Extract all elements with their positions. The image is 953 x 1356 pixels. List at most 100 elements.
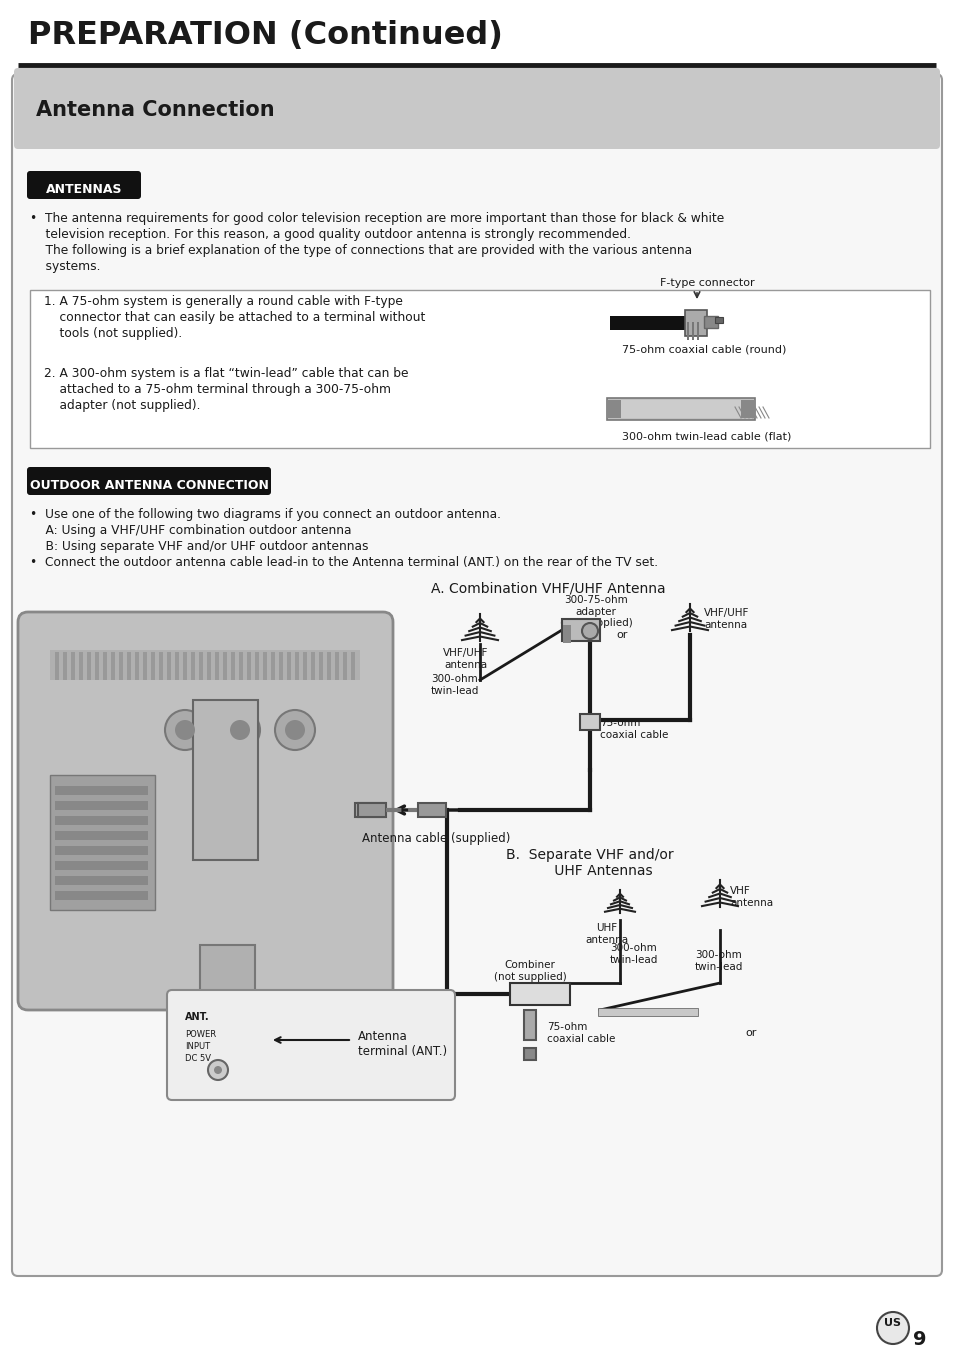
Bar	[609, 316, 684, 330]
Text: B: Using separate VHF and/or UHF outdoor antennas: B: Using separate VHF and/or UHF outdoor…	[30, 540, 368, 553]
Bar	[263, 652, 267, 679]
Bar	[351, 652, 355, 679]
Bar	[79, 652, 83, 679]
Bar	[50, 776, 154, 910]
Text: The following is a brief explanation of the type of connections that are provide: The following is a brief explanation of …	[30, 244, 691, 258]
Text: 300-ohm
twin-lead: 300-ohm twin-lead	[695, 951, 742, 972]
Text: A: Using a VHF/UHF combination outdoor antenna: A: Using a VHF/UHF combination outdoor a…	[30, 523, 351, 537]
Bar	[740, 400, 754, 418]
Bar	[343, 652, 347, 679]
Bar	[103, 652, 107, 679]
Bar	[55, 831, 148, 839]
Bar	[598, 1008, 698, 1016]
Text: or: or	[744, 1028, 756, 1037]
FancyBboxPatch shape	[18, 612, 393, 1010]
Bar	[199, 652, 203, 679]
Bar	[159, 652, 163, 679]
Bar	[510, 983, 569, 1005]
Bar	[579, 715, 599, 730]
Bar	[55, 891, 148, 900]
Circle shape	[285, 720, 305, 740]
Text: 75-ohm coaxial cable (round): 75-ohm coaxial cable (round)	[621, 344, 785, 355]
Bar	[714, 317, 722, 323]
Bar	[95, 652, 99, 679]
Text: 300-ohm twin-lead cable (flat): 300-ohm twin-lead cable (flat)	[621, 433, 791, 442]
Text: F-type connector: F-type connector	[659, 278, 754, 287]
Bar	[55, 846, 148, 856]
Bar	[287, 652, 291, 679]
Bar	[207, 652, 211, 679]
Text: •  Use one of the following two diagrams if you connect an outdoor antenna.: • Use one of the following two diagrams …	[30, 508, 500, 521]
Text: systems.: systems.	[30, 260, 100, 273]
Text: tools (not supplied).: tools (not supplied).	[44, 327, 182, 340]
Bar	[55, 861, 148, 871]
Bar	[311, 652, 314, 679]
Bar	[87, 652, 91, 679]
Text: Combiner
(not supplied): Combiner (not supplied)	[493, 960, 566, 982]
FancyBboxPatch shape	[27, 466, 271, 495]
Text: UHF
antenna: UHF antenna	[585, 923, 628, 945]
Bar	[127, 652, 131, 679]
Text: ANTENNAS: ANTENNAS	[46, 183, 122, 197]
Circle shape	[174, 720, 194, 740]
Text: 75-ohm
coaxial cable: 75-ohm coaxial cable	[599, 717, 668, 739]
Bar	[417, 803, 446, 818]
Bar	[327, 652, 331, 679]
Text: 75-ohm
coaxial cable: 75-ohm coaxial cable	[546, 1022, 615, 1044]
Bar	[71, 652, 75, 679]
Circle shape	[213, 1066, 222, 1074]
Bar	[200, 945, 254, 999]
Circle shape	[581, 622, 598, 639]
Text: Antenna cable (supplied): Antenna cable (supplied)	[361, 833, 510, 845]
Bar	[254, 652, 258, 679]
Bar	[239, 652, 243, 679]
Bar	[355, 803, 385, 818]
Text: POWER
INPUT
DC 5V: POWER INPUT DC 5V	[185, 1031, 216, 1063]
FancyBboxPatch shape	[167, 990, 455, 1100]
Text: 2. A 300-ohm system is a flat “twin-lead” cable that can be: 2. A 300-ohm system is a flat “twin-lead…	[44, 367, 408, 380]
Bar	[606, 400, 620, 418]
Text: 9: 9	[912, 1330, 925, 1349]
FancyBboxPatch shape	[12, 75, 941, 1276]
Bar	[686, 321, 688, 340]
Bar	[318, 652, 323, 679]
Bar	[167, 652, 171, 679]
Bar	[691, 321, 693, 340]
Circle shape	[230, 720, 250, 740]
Text: OUT: OUT	[513, 993, 532, 1002]
FancyBboxPatch shape	[14, 68, 939, 149]
Bar	[135, 652, 139, 679]
Bar	[684, 311, 706, 336]
Text: ANT.: ANT.	[185, 1012, 210, 1022]
Bar	[606, 399, 754, 420]
Text: A. Combination VHF/UHF Antenna: A. Combination VHF/UHF Antenna	[430, 582, 664, 597]
Bar	[271, 652, 274, 679]
Bar	[703, 316, 718, 328]
Text: VHF/UHF
antenna: VHF/UHF antenna	[443, 648, 488, 670]
Bar	[247, 652, 251, 679]
Text: 1. A 75-ohm system is generally a round cable with F-type: 1. A 75-ohm system is generally a round …	[44, 296, 402, 308]
Bar	[562, 625, 571, 643]
Text: television reception. For this reason, a good quality outdoor antenna is strongl: television reception. For this reason, a…	[30, 228, 630, 241]
Text: VHF/UHF
antenna: VHF/UHF antenna	[703, 607, 749, 629]
Bar	[50, 650, 359, 679]
Bar	[55, 652, 59, 679]
Bar	[55, 786, 148, 795]
Bar	[30, 290, 929, 447]
Text: 300-ohm
twin-lead: 300-ohm twin-lead	[431, 674, 478, 696]
Bar	[561, 618, 599, 641]
Bar	[303, 652, 307, 679]
Bar	[55, 801, 148, 810]
Bar	[223, 652, 227, 679]
Bar	[231, 652, 234, 679]
Text: OUTDOOR ANTENNA CONNECTION: OUTDOOR ANTENNA CONNECTION	[30, 479, 268, 492]
Bar	[193, 700, 257, 860]
Text: attached to a 75-ohm terminal through a 300-75-ohm: attached to a 75-ohm terminal through a …	[44, 382, 391, 396]
Text: 300-75-ohm
adapter
(not supplied): 300-75-ohm adapter (not supplied)	[559, 595, 632, 628]
Text: •  Connect the outdoor antenna cable lead-in to the Antenna terminal (ANT.) on t: • Connect the outdoor antenna cable lead…	[30, 556, 658, 570]
Bar	[183, 652, 187, 679]
Bar	[523, 1048, 536, 1060]
Text: UHF Antennas: UHF Antennas	[527, 864, 652, 877]
Text: Antenna
terminal (ANT.): Antenna terminal (ANT.)	[357, 1031, 447, 1058]
Text: Antenna Connection: Antenna Connection	[36, 100, 274, 119]
